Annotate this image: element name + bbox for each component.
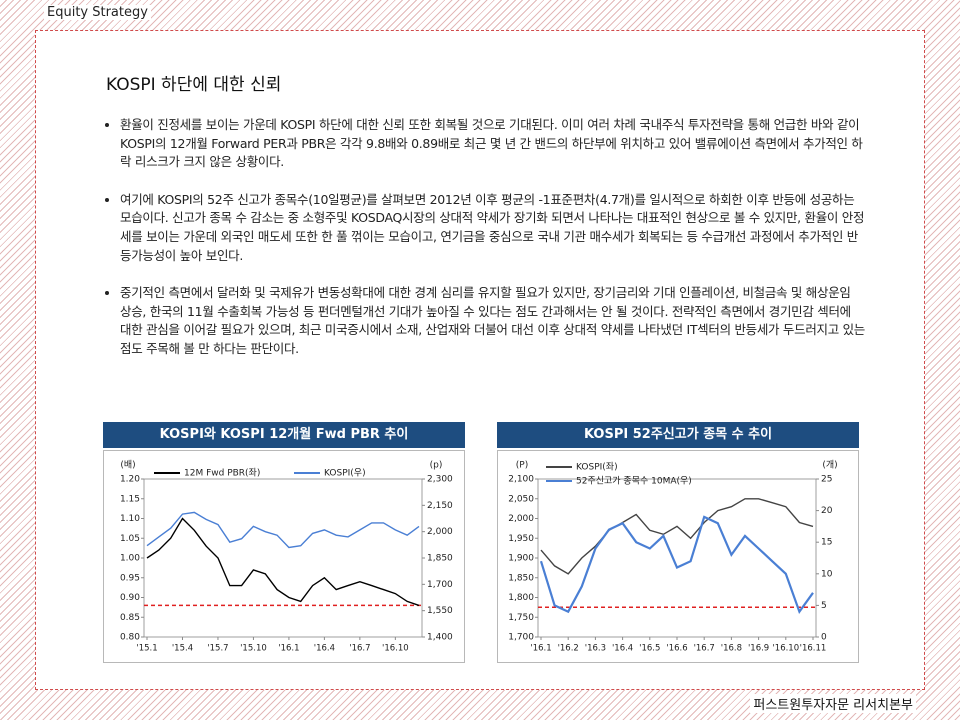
y-tick-label: 1,850 — [508, 573, 534, 583]
y-tick-label: 1,700 — [508, 633, 534, 643]
y-tick-label: 2,000 — [508, 514, 534, 524]
y-tick-label: 1.10 — [120, 514, 140, 524]
bullet-list: 환율이 진정세를 보이는 가운데 KOSPI 하단에 대한 신뢰 또한 회복될 … — [100, 116, 865, 378]
y-tick-label: 1,900 — [508, 554, 534, 564]
bullet: 여기에 KOSPI의 52주 신고가 종목수(10일평균)를 살펴보면 2012… — [120, 191, 865, 265]
chart: (P) (개) 1,700 1,750 1,800 1,850 1,900 1,950 2,00… — [508, 460, 837, 654]
y2-tick-label: 20 — [821, 506, 833, 516]
y-tick-label: 1.05 — [120, 534, 140, 544]
x-tick-label: '16.3 — [585, 644, 606, 654]
chart-frame: (P) (개) 1,700 1,750 1,800 1,850 1,900 1,950 2,00… — [497, 450, 859, 663]
y-tick-label: 1,800 — [508, 593, 534, 603]
x-tick-label: '16.8 — [721, 644, 742, 654]
y2-tick-label: 2,150 — [427, 501, 453, 511]
x-tick-label: '16.10 — [772, 644, 799, 654]
y-axis-unit: (P) — [516, 461, 528, 471]
footer: 퍼스트원투자자문 리서치본부 — [750, 694, 916, 713]
y2-axis-unit: (개) — [822, 460, 837, 471]
y-tick-label: 0.90 — [120, 593, 140, 603]
x-tick-label: '16.7 — [349, 644, 370, 654]
y2-axis-unit: (p) — [430, 461, 443, 471]
legend-label: 52주신고가 종목수 10MA(우) — [576, 476, 692, 487]
data-line — [146, 517, 420, 607]
data-line — [146, 511, 420, 549]
y-tick-label: 2,100 — [508, 475, 534, 485]
x-tick-label: '15.1 — [136, 644, 157, 654]
x-tick-label: '15.7 — [207, 644, 228, 654]
y-tick-label: 1.00 — [120, 554, 140, 564]
x-tick-label: '16.1 — [530, 644, 551, 654]
x-tick-label: '16.11 — [800, 644, 827, 654]
x-tick-label: '16.4 — [314, 644, 335, 654]
x-tick-label: '16.7 — [694, 644, 715, 654]
y2-tick-label: 25 — [821, 475, 832, 485]
y2-tick-label: 1,700 — [427, 580, 453, 590]
y2-tick-label: 15 — [821, 538, 832, 548]
y-tick-label: 0.85 — [120, 613, 140, 623]
y2-tick-label: 1,400 — [427, 633, 453, 643]
legend-label: 12M Fwd PBR(좌) — [184, 468, 260, 479]
bullet: 환율이 진정세를 보이는 가운데 KOSPI 하단에 대한 신뢰 또한 회복될 … — [120, 116, 865, 172]
bullet: 중기적인 측면에서 달러화 및 국제유가 변동성확대에 대한 경계 심리를 유지… — [120, 284, 865, 358]
y2-tick-label: 2,300 — [427, 475, 453, 485]
plot-frame — [143, 478, 423, 638]
x-tick-label: '16.5 — [639, 644, 660, 654]
x-tick-label: '16.2 — [558, 644, 579, 654]
section-title: KOSPI 하단에 대한 신뢰 — [106, 75, 282, 95]
x-tick-label: '15.4 — [172, 644, 193, 654]
y-tick-label: 1.20 — [120, 475, 140, 485]
chart-title: KOSPI 52주신고가 종목 수 추이 — [497, 422, 859, 448]
y-tick-label: 2,050 — [508, 494, 534, 504]
header: Equity Strategy — [44, 5, 151, 20]
y2-tick-label: 2,000 — [427, 527, 453, 537]
x-tick-label: '16.4 — [612, 644, 633, 654]
data-line — [540, 498, 814, 575]
legend-label: KOSPI(좌) — [576, 462, 618, 473]
y-tick-label: 1,750 — [508, 613, 534, 623]
y-tick-label: 1.15 — [120, 494, 140, 504]
x-tick-label: '16.10 — [382, 644, 409, 654]
y2-tick-label: 0 — [821, 633, 827, 643]
x-tick-label: '16.1 — [278, 644, 299, 654]
chart-title: KOSPI와 KOSPI 12개월 Fwd PBR 추이 — [103, 422, 465, 448]
y2-tick-label: 1,550 — [427, 606, 453, 616]
y2-tick-label: 5 — [821, 601, 827, 611]
y-tick-label: 0.80 — [120, 633, 140, 643]
x-tick-label: '16.9 — [748, 644, 769, 654]
y2-tick-label: 10 — [821, 569, 833, 579]
y2-tick-label: 1,850 — [427, 554, 453, 564]
data-line — [539, 515, 814, 615]
chart: (배) (p) 0.80 0.85 0.90 0.95 1.00 1.05 1.10 1.15 1.… — [120, 460, 453, 654]
y-tick-label: 1,950 — [508, 534, 534, 544]
y-tick-label: 0.95 — [120, 573, 140, 583]
x-tick-label: '15.10 — [240, 644, 267, 654]
chart-frame: (배) (p) 0.80 0.85 0.90 0.95 1.00 1.05 1.10 1.15 1.… — [103, 450, 465, 663]
y-axis-unit: (배) — [120, 460, 135, 471]
legend-label: KOSPI(우) — [324, 468, 366, 479]
x-tick-label: '16.6 — [666, 644, 687, 654]
